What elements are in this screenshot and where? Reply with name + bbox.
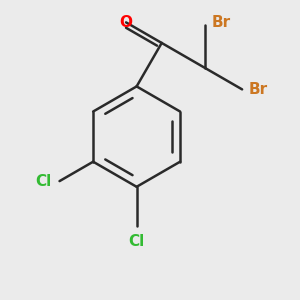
Text: Br: Br (212, 14, 231, 29)
Text: Cl: Cl (35, 174, 52, 189)
Text: Cl: Cl (128, 234, 145, 249)
Text: Br: Br (249, 82, 268, 97)
Text: O: O (120, 15, 133, 30)
